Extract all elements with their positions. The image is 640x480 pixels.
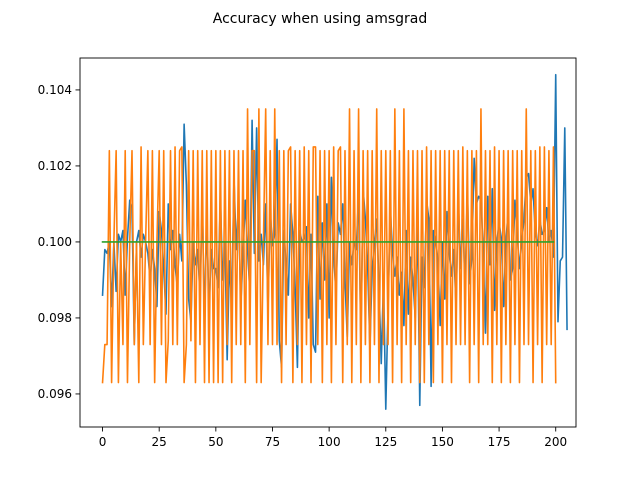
y-tick-label: 0.096 [38, 387, 72, 401]
x-tick-label: 25 [152, 435, 167, 449]
x-tick-label: 200 [544, 435, 567, 449]
x-tick-label: 0 [99, 435, 107, 449]
series-line-2 [101, 108, 557, 384]
y-axis: 0.096 0.098 0.100 0.102 0.104 [38, 83, 80, 401]
y-tick-label: 0.104 [38, 83, 72, 97]
series-layer [101, 73, 568, 410]
chart-title: Accuracy when using amsgrad [213, 11, 428, 27]
y-tick-label: 0.100 [38, 235, 72, 249]
axes-frame [79, 57, 577, 428]
x-axis: 0 25 50 75 100 125 150 175 200 [99, 427, 567, 449]
x-tick-label: 100 [318, 435, 341, 449]
x-tick-label: 125 [374, 435, 397, 449]
y-tick-label: 0.098 [38, 311, 72, 325]
y-tick-label: 0.102 [38, 159, 72, 173]
x-tick-label: 175 [488, 435, 511, 449]
plot-area: 0 25 50 75 100 125 150 175 200 0.0960.0980.1000.… [38, 57, 577, 449]
x-tick-label: 50 [208, 435, 223, 449]
x-tick-label: 75 [265, 435, 280, 449]
x-tick-label: 150 [431, 435, 454, 449]
